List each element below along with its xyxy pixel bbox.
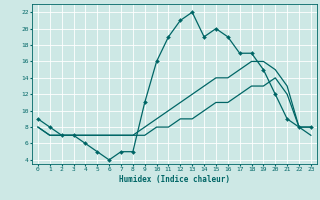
X-axis label: Humidex (Indice chaleur): Humidex (Indice chaleur) bbox=[119, 175, 230, 184]
